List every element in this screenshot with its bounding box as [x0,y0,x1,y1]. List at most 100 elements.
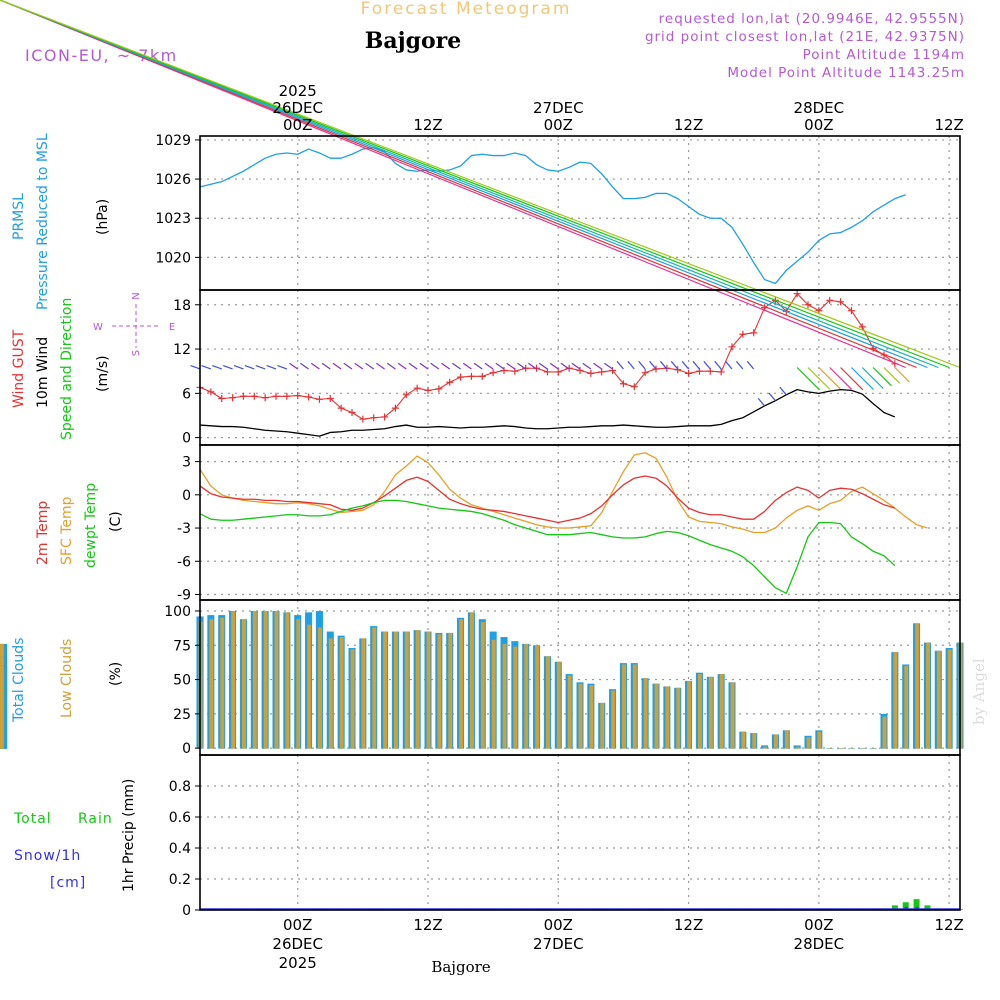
low-cloud-bar [524,643,529,749]
wind-direction-arrow [255,364,266,370]
low-cloud-bar [904,665,909,749]
temp-labels: 2m Temp SFC Temp dewpt Temp (C) [35,483,124,568]
time-label-bottom: 12Z [674,916,703,934]
location-title: Bajgore [365,28,461,54]
wind-direction-arrow [201,364,212,370]
wind-direction-arrow [244,364,255,370]
wind-direction-arrow [735,360,744,370]
wind-direction-arrow [549,362,559,370]
low-cloud-bar [893,652,898,749]
gust-marker [315,395,323,403]
gust-marker [218,395,226,402]
wind-direction-arrow [779,386,787,396]
low-cloud-bar [242,619,246,749]
wind-direction-arrow [354,362,364,370]
time-label-bottom: 12Z [413,916,442,934]
wind-direction-arrow [190,364,201,370]
y-tick-label: 50 [173,673,191,689]
wind-direction-arrow [670,360,679,370]
low-cloud-bar [513,646,518,749]
time-label-top: 12Z [413,116,442,134]
gust-marker [370,414,378,422]
gust-marker [804,301,812,309]
wind-direction-arrow [872,367,892,387]
wind-direction-arrow [277,364,288,370]
low-cloud-bar [339,637,344,749]
low-cloud-bar [274,610,279,749]
low-cloud-bar [784,730,789,749]
compass-e-label: E [169,322,175,333]
wind-direction-arrow [222,364,233,370]
low-cloud-bar [296,619,301,749]
y-tick-label: 1026 [155,172,191,188]
wind-direction-arrow [703,360,711,370]
wind-direction-arrow [310,362,320,370]
time-label-top: 00Z [283,116,312,134]
gust-marker [207,388,215,396]
wind-direction-arrow [571,362,581,370]
low-cloud-bar [556,661,561,749]
low-cloud-bar [546,656,550,749]
low-cloud-bar [361,638,366,749]
wind-direction-arrow [768,392,776,402]
low-cloud-bar [643,678,648,749]
gust-marker [793,290,801,298]
wind-direction-arrow [0,0,906,369]
wind-direction-arrow [649,360,657,370]
sfc-temp-line [199,452,928,534]
gust-marker [348,409,356,417]
compass-w-label: W [93,322,103,333]
gust-marker [717,368,725,376]
precip-total-bar [924,905,931,910]
wind-direction-arrow [495,362,505,370]
wind-direction-arrow [829,367,852,390]
low-cloud-bar [806,737,811,749]
y-tick-label: 6 [182,386,191,402]
low-cloud-bar [0,665,4,749]
gust-marker [305,393,313,401]
wind-gust-line [199,293,896,420]
wind-direction-arrow [851,367,874,390]
wind-direction-arrow [528,362,537,370]
low-cloud-bar [763,746,768,749]
low-cloud-bar [328,638,333,749]
low-cloud-bar [470,612,474,749]
gust-marker [359,415,367,423]
low-cloud-bar [795,746,800,749]
low-cloud-bar [263,610,268,749]
wind-direction-arrow [321,362,331,370]
gust-marker [478,372,486,380]
low-cloud-bar [850,748,854,749]
y-tick-label: 0 [182,488,191,504]
super-title: Forecast Meteogram [361,0,572,19]
low-cloud-bar [839,748,844,749]
wind-direction-arrow [0,0,928,369]
y-tick-label: 0.6 [169,810,191,826]
low-cloud-bar [947,649,952,749]
wind-direction-arrow [627,360,635,370]
y-tick-label: 0.8 [169,779,191,795]
gust-marker [522,364,530,372]
low-cloud-bar [491,639,496,749]
low-cloud-bar [828,748,833,749]
wind-direction-arrow [212,364,222,370]
wind-direction-arrow [746,360,755,370]
precip-total-bar [913,899,920,910]
gust-marker [728,343,736,351]
low-cloud-bar [730,682,735,749]
footer-location: Bajgore [431,958,490,976]
gust-marker [250,392,258,400]
total-clouds-label: Total Clouds [11,638,27,723]
cloud-labels: Total Clouds Low Clouds (%) [11,638,124,723]
y-tick-label: 75 [173,638,191,654]
pressure-unit-label: (hPa) [95,199,111,235]
low-cloud-bar [318,627,322,749]
low-cloud-bar [915,623,920,749]
wind-direction-arrow [452,362,461,370]
low-cloud-bar [404,631,409,749]
gust-marker [261,394,269,402]
precip-snow-label: Snow/1h [14,848,81,864]
gust-marker [565,364,573,372]
wind-direction-arrow [807,367,831,390]
